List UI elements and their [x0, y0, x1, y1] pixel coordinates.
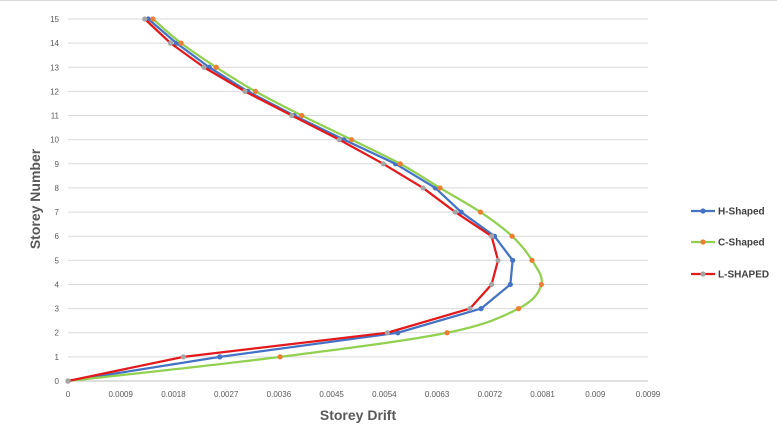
data-point-h-shaped — [507, 281, 513, 288]
legend-label: C-Shaped — [718, 238, 765, 249]
y-tick-label: 12 — [50, 87, 59, 96]
x-tick-label: 0.0099 — [636, 390, 661, 399]
legend-item-h-shaped: H-Shaped — [691, 207, 765, 218]
data-point-h-shaped — [478, 306, 484, 312]
x-tick-label: 0.0081 — [530, 390, 555, 399]
x-tick-label: 0.0027 — [214, 390, 239, 399]
series-h-shaped — [65, 16, 516, 384]
data-point-l-shaped — [467, 306, 473, 312]
x-tick-label: 0.0063 — [425, 390, 450, 399]
y-tick-label: 2 — [55, 329, 60, 338]
data-point-c-shaped — [515, 306, 522, 312]
data-point-c-shaped — [477, 209, 484, 215]
x-tick-label: 0.0018 — [161, 390, 186, 399]
series-line-c-shaped — [66, 17, 543, 383]
data-point-l-shaped — [65, 378, 71, 384]
y-tick-label: 15 — [50, 15, 59, 24]
series-c-shaped — [65, 16, 544, 384]
grid-layer — [68, 18, 648, 358]
y-axis-title: Storey Number — [27, 148, 43, 249]
data-point-c-shaped — [150, 16, 156, 22]
y-tick-label: 8 — [55, 184, 60, 193]
x-tick-label: 0 — [66, 390, 71, 399]
y-tick-label: 9 — [55, 160, 60, 169]
data-point-c-shaped — [397, 161, 403, 167]
x-tick-label: 0.0054 — [372, 390, 397, 399]
y-tick-label: 1 — [55, 353, 60, 362]
data-point-l-shaped — [488, 233, 495, 239]
x-axis-title: Storey Drift — [320, 407, 397, 423]
x-tick-label: 0.0036 — [267, 390, 292, 399]
data-point-h-shaped — [510, 257, 516, 263]
chart-frame-border — [0, 0, 777, 1]
data-point-c-shaped — [299, 112, 305, 119]
y-tick-label: 6 — [55, 232, 60, 241]
legend-label: L-SHAPED — [718, 270, 769, 281]
data-point-h-shaped — [217, 354, 223, 360]
data-point-c-shaped — [252, 88, 259, 94]
data-point-c-shaped — [348, 137, 355, 143]
data-point-c-shaped — [437, 185, 443, 191]
legend: H-Shaped C-Shaped L-SHAPED — [691, 207, 769, 281]
y-tick-label: 0 — [55, 377, 60, 386]
x-tick-label: 0.0072 — [478, 390, 503, 399]
data-point-h-shaped — [458, 209, 464, 215]
y-tick-label: 11 — [51, 112, 60, 121]
legend-item-c-shaped: C-Shaped — [691, 238, 765, 249]
data-point-l-shaped — [495, 257, 501, 263]
data-point-l-shaped — [180, 354, 187, 360]
data-point-c-shaped — [178, 40, 184, 46]
data-point-l-shaped — [242, 88, 248, 94]
data-point-l-shaped — [201, 64, 207, 70]
y-tick-label: 14 — [50, 39, 59, 48]
x-tick-label: 0.0009 — [108, 390, 133, 399]
series-l-shaped — [65, 16, 501, 384]
y-tick-label: 10 — [50, 136, 59, 145]
data-point-c-shaped — [444, 330, 450, 336]
y-tick-label: 3 — [55, 305, 60, 314]
data-point-l-shaped — [289, 112, 295, 119]
data-point-l-shaped — [420, 185, 426, 191]
data-point-l-shaped — [167, 40, 174, 46]
data-point-l-shaped — [380, 161, 386, 167]
legend-label: H-Shaped — [718, 207, 765, 218]
data-point-l-shaped — [488, 281, 495, 288]
data-point-l-shaped — [142, 16, 148, 22]
data-point-c-shaped — [529, 257, 535, 263]
data-point-l-shaped — [384, 330, 390, 336]
series-line-l-shaped — [66, 17, 500, 383]
y-tick-label: 5 — [55, 256, 60, 265]
legend-swatch-marker — [700, 208, 706, 214]
x-tick-label: 0.0045 — [319, 390, 344, 399]
legend-item-l-shaped: L-SHAPED — [691, 270, 769, 281]
legend-swatch-marker — [700, 239, 706, 245]
data-point-c-shaped — [538, 281, 544, 288]
data-point-l-shaped — [336, 137, 342, 143]
series-layer — [65, 16, 544, 384]
data-point-h-shaped — [395, 330, 401, 336]
y-tick-label: 13 — [50, 63, 59, 72]
series-line-h-shaped — [66, 17, 514, 383]
y-tick-label: 7 — [55, 208, 60, 217]
data-point-c-shaped — [213, 64, 219, 70]
data-point-c-shaped — [277, 354, 283, 360]
legend-swatch-marker — [700, 271, 706, 277]
x-tick-label: 0.009 — [585, 390, 606, 399]
y-tick-label: 4 — [55, 280, 60, 289]
data-point-c-shaped — [509, 233, 515, 239]
data-point-l-shaped — [452, 209, 458, 215]
